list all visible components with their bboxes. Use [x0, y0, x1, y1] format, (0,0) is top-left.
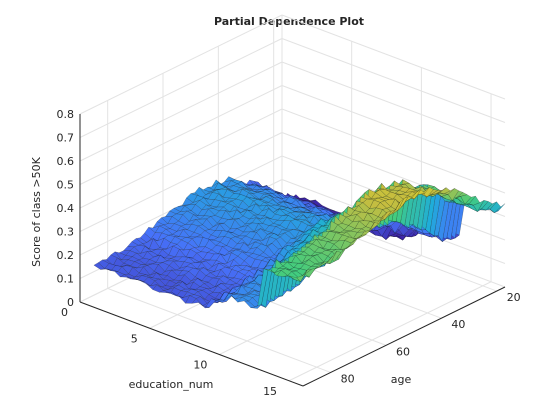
surface-mesh: [93, 176, 506, 309]
grid-line: [107, 287, 331, 373]
x-tick-label: 10: [193, 359, 207, 372]
grid-line: [79, 14, 283, 115]
y-axis-label: age: [391, 373, 412, 386]
y-tick-label: 20: [507, 291, 521, 304]
x-tick-label: 5: [131, 332, 138, 345]
z-tick-label: 0.8: [57, 108, 75, 121]
grid-line: [79, 38, 283, 138]
z-tick-label: 0: [67, 296, 74, 309]
grid-line: [79, 155, 283, 256]
x-tick-label: 0: [61, 306, 68, 319]
grid-line: [288, 281, 492, 382]
grid-line: [219, 255, 422, 355]
grid-line: [281, 14, 506, 100]
grid-line: [281, 85, 506, 170]
z-tick-label: 0.1: [57, 273, 75, 286]
y-tick-label: 60: [396, 345, 410, 358]
grid-line: [79, 85, 283, 185]
grid-line: [79, 132, 283, 232]
chart-title: Partial Dependence Plot: [214, 15, 364, 28]
z-tick-label: 0.5: [57, 179, 75, 192]
z-tick-label: 0.4: [57, 202, 75, 215]
axis-line: [302, 286, 506, 387]
grid-line: [281, 38, 506, 123]
z-tick-label: 0.3: [57, 226, 75, 239]
y-tick-label: 80: [341, 372, 355, 385]
z-axis-label: Score of class >50K: [30, 156, 43, 266]
grid-line: [79, 61, 283, 162]
grid-line: [281, 61, 506, 147]
grid-line: [79, 108, 283, 209]
surface-patch: [93, 262, 106, 270]
tick-labels: 0 0.1 0.2 0.3 0.4 0.5 0.6 0.7 0.8 0 5 10 15 20 40 60 80: [57, 108, 521, 398]
z-tick-label: 0.7: [57, 132, 75, 145]
z-tick-label: 0.6: [57, 155, 75, 168]
z-tick-label: 0.2: [57, 249, 75, 262]
x-tick-label: 15: [263, 385, 277, 398]
y-tick-label: 40: [451, 318, 465, 331]
axis-line: [79, 301, 304, 387]
x-axis-label: education_num: [129, 378, 214, 391]
grid-line: [281, 108, 506, 194]
